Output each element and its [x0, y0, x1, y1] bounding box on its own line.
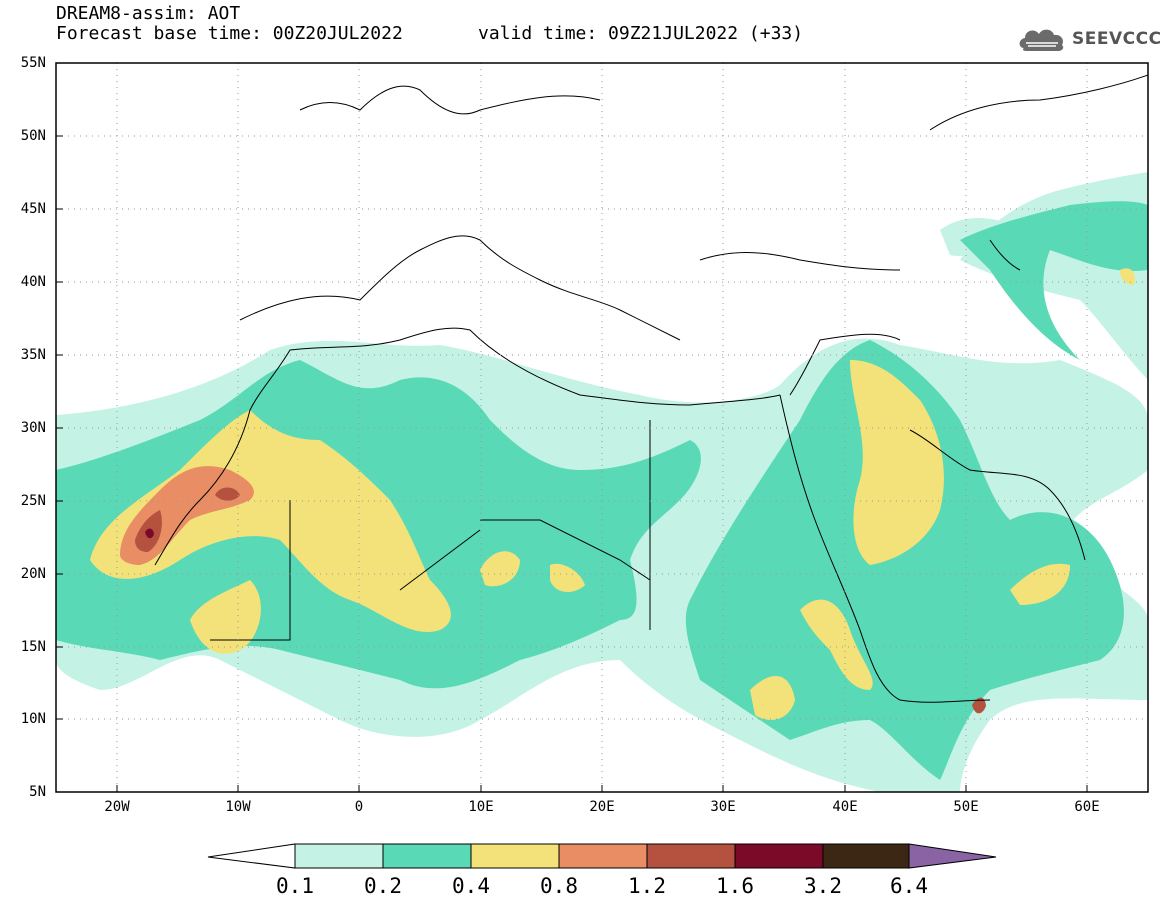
seevccc-logo: SEEVCCC: [1016, 22, 1162, 56]
map-title: DREAM8-assim: AOT: [56, 3, 241, 24]
lat-label-40n: 40N: [20, 274, 46, 290]
aot-field: [56, 172, 1148, 792]
lat-label-20n: 20N: [20, 566, 46, 582]
colorbar-label: 3.2: [804, 874, 842, 898]
lat-label-25n: 25N: [20, 493, 46, 509]
lon-label-60e: 60E: [1074, 799, 1100, 815]
colorbar: [207, 843, 997, 869]
lon-label-30e: 30E: [710, 799, 736, 815]
colorbar-label: 0.4: [452, 874, 490, 898]
lon-label-50e: 50E: [953, 799, 979, 815]
lat-label-5n: 5N: [29, 784, 46, 800]
lon-label-10e: 10E: [468, 799, 494, 815]
colorbar-label: 1.6: [716, 874, 754, 898]
colorbar-label: 1.2: [628, 874, 666, 898]
lat-label-30n: 30N: [20, 420, 46, 436]
colorbar-bin-2: [382, 843, 472, 869]
lat-label-50n: 50N: [20, 128, 46, 144]
lon-label-0: 0: [354, 799, 364, 815]
lat-label-15n: 15N: [20, 639, 46, 655]
lon-label-20e: 20E: [589, 799, 615, 815]
colorbar-bin-4: [558, 843, 648, 869]
axis-ticks: [56, 62, 1088, 792]
coastlines: [154, 74, 1148, 703]
lon-label-40e: 40E: [832, 799, 858, 815]
colorbar-bin-3: [470, 843, 560, 869]
forecast-base-time: Forecast base time: 00Z20JUL2022: [56, 23, 403, 44]
logo-text: SEEVCCC: [1072, 29, 1162, 49]
colorbar-bin-6: [734, 843, 824, 869]
lat-label-10n: 10N: [20, 711, 46, 727]
colorbar-label: 0.1: [276, 874, 314, 898]
cloud-icon: [1019, 29, 1064, 51]
colorbar-under-arrow: [207, 843, 296, 869]
lon-label-20w: 20W: [104, 799, 130, 815]
valid-time: valid time: 09Z21JUL2022 (+33): [478, 23, 804, 44]
graticule: [56, 63, 1148, 792]
colorbar-over-arrow: [908, 843, 997, 869]
lat-label-55n: 55N: [20, 55, 46, 71]
colorbar-bin-1: [294, 843, 384, 869]
colorbar-label: 0.8: [540, 874, 578, 898]
colorbar-bin-5: [646, 843, 736, 869]
lon-label-10w: 10W: [225, 799, 251, 815]
lat-label-35n: 35N: [20, 347, 46, 363]
colorbar-label: 0.2: [364, 874, 402, 898]
colorbar-bin-7: [822, 843, 910, 869]
colorbar-label: 6.4: [890, 874, 928, 898]
lat-label-45n: 45N: [20, 201, 46, 217]
